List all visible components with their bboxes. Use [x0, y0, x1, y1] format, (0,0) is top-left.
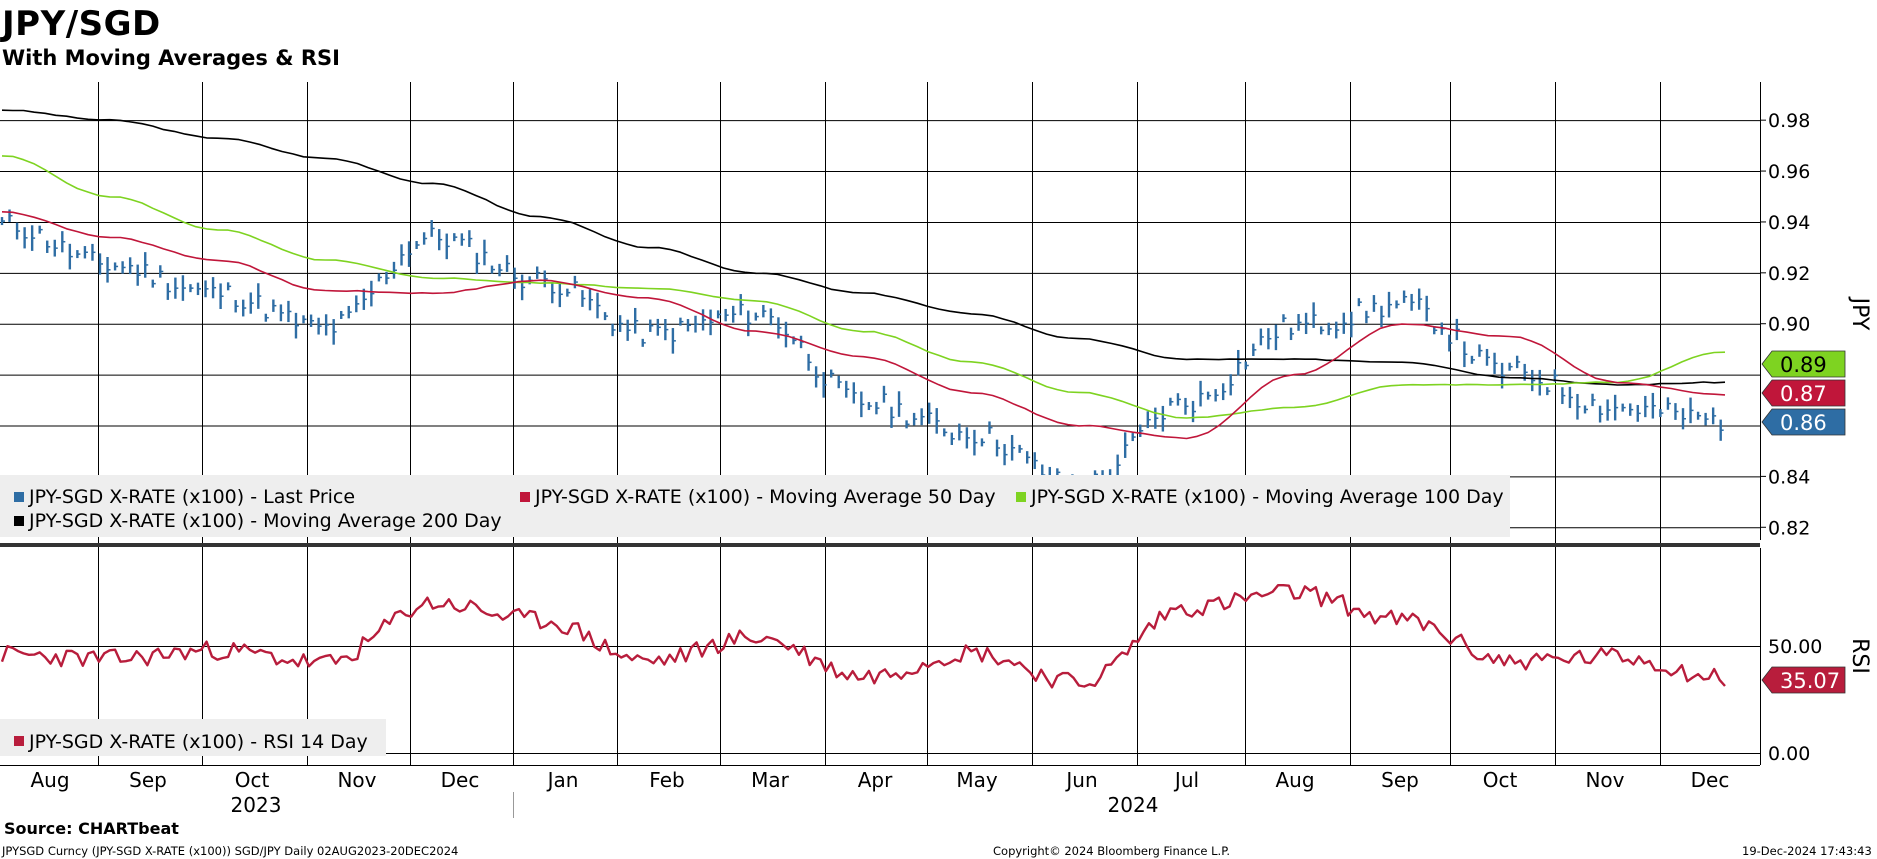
last-value-tag-ma100-shape [1761, 350, 1846, 378]
footer-ticker: JPYSGD Curncy (JPY-SGD X-RATE (x100)) SG… [2, 844, 459, 858]
rsi-legend-bg [0, 719, 386, 756]
last-value-tag-rsi-shape [1761, 666, 1846, 694]
last-value-tag-rsi: 35.07 [1761, 666, 1846, 694]
rsi-tick-label: 0.00 [1768, 743, 1810, 765]
last-value-tag-price: 0.86 [1761, 408, 1846, 436]
x-month-label: Oct [1483, 768, 1518, 792]
price-tick-label: 0.84 [1768, 466, 1810, 488]
price-tick-label: 0.90 [1768, 314, 1810, 336]
last-value-tag-ma50-label: 0.87 [1780, 382, 1827, 406]
x-month-label: Nov [1585, 768, 1624, 792]
x-month-label: Oct [235, 768, 270, 792]
price-axis-title: JPY [1847, 296, 1872, 331]
x-month-label: Sep [129, 768, 167, 792]
price-legend-bg [0, 475, 1510, 537]
legend-entry: JPY-SGD X-RATE (x100) - Moving Average 1… [1030, 486, 1504, 508]
price-tick-label: 0.94 [1768, 212, 1810, 234]
rsi-axis-title: RSI [1847, 638, 1872, 674]
ma50-line [1, 211, 1726, 440]
legend-swatch [14, 492, 24, 502]
x-month-label: Aug [1275, 768, 1314, 792]
x-year-label: 2024 [1108, 793, 1159, 817]
last-value-tag-ma100: 0.89 [1761, 350, 1846, 378]
price-tick-label: 0.92 [1768, 263, 1810, 285]
ma200-line [1, 109, 1726, 386]
price-legend: JPY-SGD X-RATE (x100) - Last Price JPY-SG… [0, 475, 1510, 537]
source-label: Source: CHARTbeat [4, 819, 179, 838]
chart-title: JPY/SGD [2, 4, 161, 44]
legend-entry: JPY-SGD X-RATE (x100) - RSI 14 Day [28, 731, 368, 753]
chart-subtitle: With Moving Averages & RSI [2, 46, 340, 70]
x-month-label: Aug [30, 768, 69, 792]
x-month-label: Dec [441, 768, 480, 792]
x-month-label: Jul [1173, 768, 1199, 792]
last-value-tag-ma50-shape [1761, 379, 1846, 407]
rsi-line [0, 584, 1726, 689]
legend-swatch [1016, 492, 1026, 502]
price-tick-label: 0.96 [1768, 161, 1810, 183]
last-value-tag-ma50: 0.87 [1761, 379, 1846, 407]
x-month-label: Mar [751, 768, 790, 792]
legend-entry: JPY-SGD X-RATE (x100) - Moving Average 2… [28, 510, 502, 532]
last-value-tag-price-label: 0.86 [1780, 411, 1827, 435]
last-value-tag-rsi-label: 35.07 [1780, 669, 1840, 693]
x-month-label: Sep [1381, 768, 1419, 792]
last-value-tag-price-shape [1761, 408, 1846, 436]
last-value-tag-ma100-label: 0.89 [1780, 353, 1827, 377]
footer-timestamp: 19-Dec-2024 17:43:43 [1742, 844, 1872, 858]
rsi-tick-label: 50.00 [1768, 636, 1822, 658]
x-month-label: Feb [649, 768, 684, 792]
legend-swatch [520, 492, 530, 502]
x-year-label: 2023 [231, 793, 282, 817]
x-month-label: May [956, 768, 998, 792]
legend-swatch [14, 516, 24, 526]
legend-entry: JPY-SGD X-RATE (x100) - Last Price [28, 486, 355, 508]
x-month-label: Jan [546, 768, 579, 792]
x-month-label: Dec [1691, 768, 1730, 792]
x-month-label: Apr [858, 768, 893, 792]
legend-swatch [14, 736, 24, 746]
legend-entry: JPY-SGD X-RATE (x100) - Moving Average 5… [534, 486, 996, 508]
x-month-label: Jun [1064, 768, 1097, 792]
x-month-label: Nov [337, 768, 376, 792]
footer-copyright: Copyright© 2024 Bloomberg Finance L.P. [993, 844, 1230, 858]
price-bars-group [0, 209, 1724, 506]
price-tick-label: 0.98 [1768, 110, 1810, 132]
rsi-legend: JPY-SGD X-RATE (x100) - RSI 14 Day [0, 719, 386, 756]
price-tick-label: 0.82 [1768, 517, 1810, 539]
panel-separator [0, 543, 1760, 547]
ma100-line [1, 155, 1726, 419]
